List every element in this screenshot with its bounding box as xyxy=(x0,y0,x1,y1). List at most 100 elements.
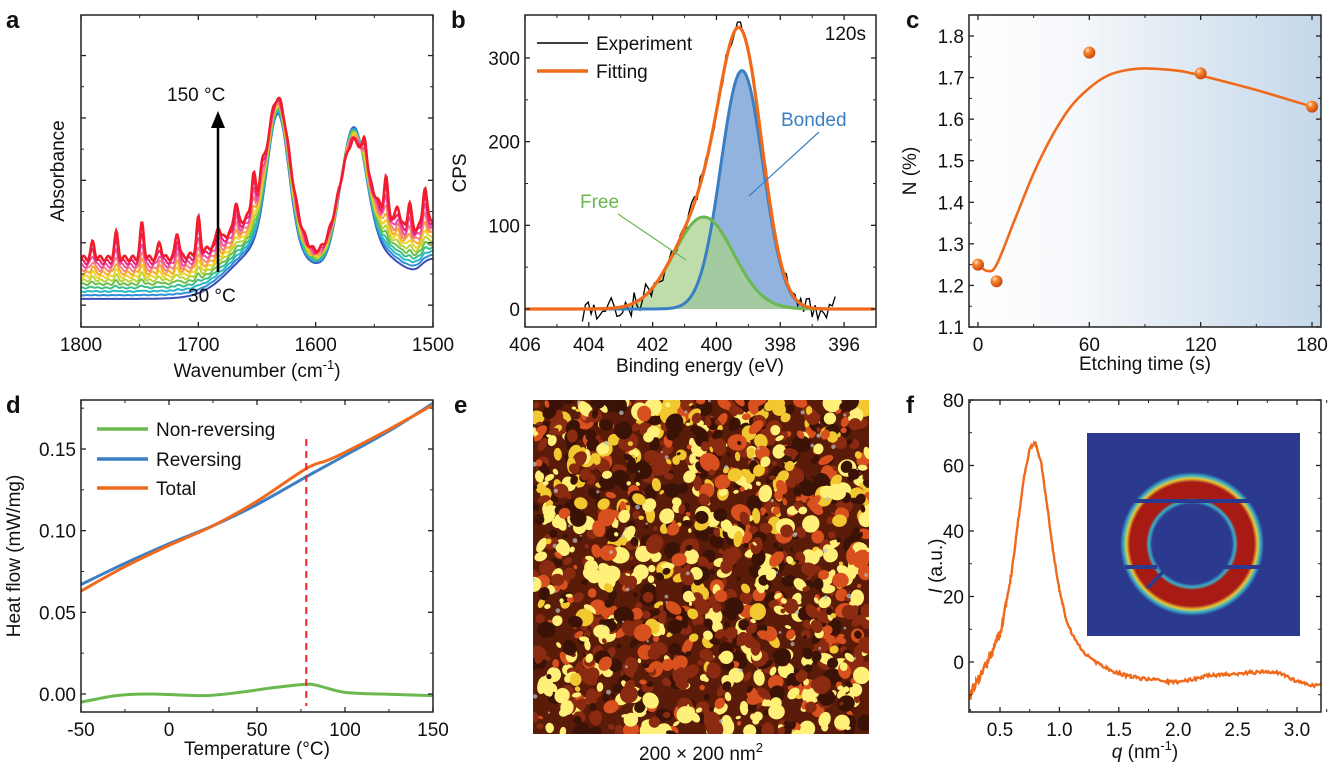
domain xyxy=(741,413,751,421)
domain xyxy=(724,627,738,640)
speck xyxy=(596,490,600,494)
domain xyxy=(736,631,749,646)
domain xyxy=(746,495,762,513)
domain xyxy=(563,400,575,405)
domain xyxy=(786,466,805,484)
domain xyxy=(685,544,693,551)
domain xyxy=(840,416,850,428)
domain xyxy=(553,447,562,461)
fitting-line xyxy=(525,25,875,311)
domain xyxy=(763,709,770,716)
annotation-line-bonded xyxy=(748,131,820,197)
domain xyxy=(661,444,674,456)
domain xyxy=(693,531,699,535)
domain xyxy=(552,659,560,669)
domain xyxy=(690,405,696,409)
xps-plot-area xyxy=(525,21,876,322)
domain xyxy=(658,610,667,624)
y-tick-label: 80 xyxy=(943,391,964,412)
domain xyxy=(571,406,577,410)
domain xyxy=(689,633,699,642)
domain xyxy=(632,510,641,519)
domain xyxy=(647,647,661,660)
speck xyxy=(572,538,578,543)
domain xyxy=(711,429,724,440)
domain xyxy=(688,601,693,606)
domain xyxy=(556,559,563,567)
domain xyxy=(835,489,844,497)
domain xyxy=(672,456,680,465)
domain xyxy=(690,425,708,437)
domain xyxy=(775,435,784,442)
domain xyxy=(805,616,810,621)
domain xyxy=(813,597,819,604)
domain xyxy=(654,463,668,476)
domain xyxy=(703,618,713,628)
domain xyxy=(694,510,709,524)
domain xyxy=(691,412,702,424)
domain xyxy=(790,547,794,552)
domain xyxy=(795,559,800,564)
domain xyxy=(547,435,557,447)
legend-label-non-reversing: Non-reversing xyxy=(156,420,275,441)
domain xyxy=(758,585,762,589)
domain xyxy=(620,671,624,676)
domain xyxy=(574,497,588,510)
domain xyxy=(818,454,834,466)
domain xyxy=(782,723,792,734)
domain xyxy=(536,723,544,730)
legend-label-experiment: Experiment xyxy=(596,34,693,55)
speck xyxy=(738,668,743,673)
domain xyxy=(811,530,825,544)
domain xyxy=(719,488,728,496)
domain xyxy=(755,481,761,486)
domain xyxy=(566,429,578,443)
domain xyxy=(804,701,817,713)
domain xyxy=(593,624,610,639)
speck xyxy=(778,631,782,634)
ticks-a: 1800 1700 1600 1500 xyxy=(60,15,454,356)
domain xyxy=(857,714,869,731)
domain xyxy=(534,551,548,562)
domain xyxy=(579,636,590,642)
x-axis-label-b: Binding energy (eV) xyxy=(616,356,784,377)
domain xyxy=(862,479,869,488)
domain xyxy=(714,419,722,427)
domain xyxy=(697,556,709,567)
domain xyxy=(589,726,602,734)
domain xyxy=(849,531,860,541)
domain xyxy=(675,680,689,689)
domain xyxy=(770,425,781,436)
y-tick-label: 0.05 xyxy=(39,603,76,624)
domain xyxy=(682,590,695,603)
domain xyxy=(733,400,745,407)
speck xyxy=(602,625,605,628)
domain xyxy=(639,679,647,685)
domain xyxy=(784,460,795,472)
domain xyxy=(608,724,615,730)
domain xyxy=(850,589,865,606)
domain xyxy=(830,474,842,488)
domain xyxy=(632,493,646,505)
domain xyxy=(671,497,682,507)
domain xyxy=(665,416,684,435)
domain xyxy=(667,681,672,687)
domain xyxy=(585,555,595,561)
domain xyxy=(695,707,703,713)
domain xyxy=(573,564,578,570)
domain xyxy=(720,519,733,533)
domain xyxy=(548,427,559,436)
speck xyxy=(853,657,857,660)
annotation-free: Free xyxy=(580,192,619,213)
plot-frame-b xyxy=(524,14,877,328)
domain xyxy=(605,491,617,499)
domain xyxy=(764,512,769,517)
data-point xyxy=(1194,67,1207,80)
domain xyxy=(784,574,797,587)
domain xyxy=(556,642,562,648)
domain xyxy=(583,604,596,615)
domain xyxy=(836,537,841,543)
speck xyxy=(577,400,581,404)
domain xyxy=(857,636,869,654)
domain xyxy=(539,560,557,578)
